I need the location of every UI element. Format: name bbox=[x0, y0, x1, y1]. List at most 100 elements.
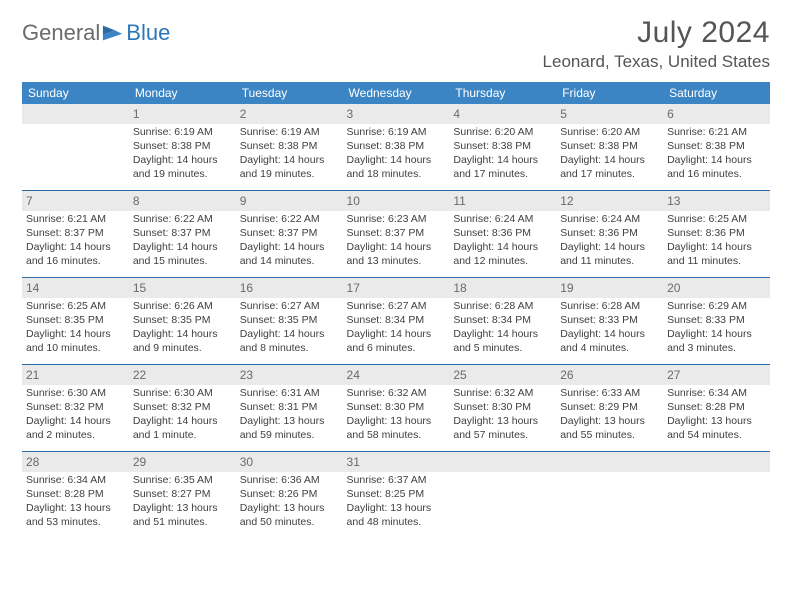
day-number-cell: 13 bbox=[663, 191, 770, 212]
day-info-line: and 17 minutes. bbox=[560, 168, 659, 182]
week-content-row: Sunrise: 6:25 AMSunset: 8:35 PMDaylight:… bbox=[22, 298, 770, 364]
day-number-cell: 26 bbox=[556, 365, 663, 386]
week-daynum-row: 14151617181920 bbox=[22, 278, 770, 299]
day-content-cell: Sunrise: 6:30 AMSunset: 8:32 PMDaylight:… bbox=[22, 385, 129, 451]
day-info-line: Daylight: 13 hours bbox=[667, 415, 766, 429]
day-info-line: Sunset: 8:29 PM bbox=[560, 401, 659, 415]
week-content-row: Sunrise: 6:21 AMSunset: 8:37 PMDaylight:… bbox=[22, 211, 770, 277]
day-info-line: Daylight: 13 hours bbox=[560, 415, 659, 429]
day-info-line: Daylight: 14 hours bbox=[667, 154, 766, 168]
day-info-line: Daylight: 13 hours bbox=[347, 415, 446, 429]
day-info-line: and 13 minutes. bbox=[347, 255, 446, 269]
day-info-line: Sunset: 8:34 PM bbox=[453, 314, 552, 328]
day-info-line: Daylight: 14 hours bbox=[347, 328, 446, 342]
day-info-line: and 8 minutes. bbox=[240, 342, 339, 356]
header: General Blue July 2024 Leonard, Texas, U… bbox=[22, 16, 770, 72]
day-info-line: Daylight: 14 hours bbox=[453, 328, 552, 342]
day-content-cell: Sunrise: 6:34 AMSunset: 8:28 PMDaylight:… bbox=[22, 472, 129, 538]
day-info-line: Sunset: 8:27 PM bbox=[133, 488, 232, 502]
logo-flag-icon bbox=[102, 24, 124, 42]
day-info-line: Sunrise: 6:31 AM bbox=[240, 387, 339, 401]
day-header: Thursday bbox=[449, 82, 556, 104]
day-number-cell: 4 bbox=[449, 104, 556, 124]
day-number-cell bbox=[449, 452, 556, 473]
week-daynum-row: 78910111213 bbox=[22, 191, 770, 212]
day-info-line: Daylight: 13 hours bbox=[26, 502, 125, 516]
day-info-line: Sunset: 8:38 PM bbox=[240, 140, 339, 154]
day-info-line: Daylight: 14 hours bbox=[240, 241, 339, 255]
day-content-cell: Sunrise: 6:25 AMSunset: 8:35 PMDaylight:… bbox=[22, 298, 129, 364]
day-info-line: Daylight: 14 hours bbox=[560, 241, 659, 255]
day-content-cell: Sunrise: 6:31 AMSunset: 8:31 PMDaylight:… bbox=[236, 385, 343, 451]
day-info-line: Sunset: 8:32 PM bbox=[26, 401, 125, 415]
day-info-line: Sunrise: 6:22 AM bbox=[133, 213, 232, 227]
day-content-cell bbox=[22, 124, 129, 190]
day-content-cell: Sunrise: 6:32 AMSunset: 8:30 PMDaylight:… bbox=[449, 385, 556, 451]
day-content-cell: Sunrise: 6:20 AMSunset: 8:38 PMDaylight:… bbox=[556, 124, 663, 190]
day-content-cell: Sunrise: 6:26 AMSunset: 8:35 PMDaylight:… bbox=[129, 298, 236, 364]
title-block: July 2024 Leonard, Texas, United States bbox=[543, 16, 770, 72]
day-info-line: and 17 minutes. bbox=[453, 168, 552, 182]
day-info-line: and 16 minutes. bbox=[667, 168, 766, 182]
day-content-cell: Sunrise: 6:22 AMSunset: 8:37 PMDaylight:… bbox=[129, 211, 236, 277]
day-header-row: Sunday Monday Tuesday Wednesday Thursday… bbox=[22, 82, 770, 104]
day-number-cell: 31 bbox=[343, 452, 450, 473]
day-content-cell: Sunrise: 6:24 AMSunset: 8:36 PMDaylight:… bbox=[556, 211, 663, 277]
day-info-line: Sunset: 8:31 PM bbox=[240, 401, 339, 415]
day-info-line: and 59 minutes. bbox=[240, 429, 339, 443]
day-header: Friday bbox=[556, 82, 663, 104]
day-info-line: and 51 minutes. bbox=[133, 516, 232, 530]
day-number-cell: 11 bbox=[449, 191, 556, 212]
day-info-line: Sunset: 8:36 PM bbox=[453, 227, 552, 241]
logo-text-general: General bbox=[22, 20, 100, 46]
day-number-cell: 20 bbox=[663, 278, 770, 299]
day-header: Monday bbox=[129, 82, 236, 104]
day-content-cell bbox=[556, 472, 663, 538]
day-info-line: and 4 minutes. bbox=[560, 342, 659, 356]
week-daynum-row: 28293031 bbox=[22, 452, 770, 473]
day-number-cell: 17 bbox=[343, 278, 450, 299]
day-number-cell: 1 bbox=[129, 104, 236, 124]
day-content-cell: Sunrise: 6:27 AMSunset: 8:34 PMDaylight:… bbox=[343, 298, 450, 364]
day-content-cell: Sunrise: 6:19 AMSunset: 8:38 PMDaylight:… bbox=[129, 124, 236, 190]
day-info-line: Sunrise: 6:27 AM bbox=[347, 300, 446, 314]
day-info-line: Sunset: 8:38 PM bbox=[667, 140, 766, 154]
day-content-cell: Sunrise: 6:23 AMSunset: 8:37 PMDaylight:… bbox=[343, 211, 450, 277]
day-info-line: and 3 minutes. bbox=[667, 342, 766, 356]
day-info-line: and 11 minutes. bbox=[560, 255, 659, 269]
day-number-cell: 15 bbox=[129, 278, 236, 299]
calendar-table: Sunday Monday Tuesday Wednesday Thursday… bbox=[22, 82, 770, 538]
day-info-line: Sunrise: 6:28 AM bbox=[560, 300, 659, 314]
day-header: Sunday bbox=[22, 82, 129, 104]
day-content-cell: Sunrise: 6:37 AMSunset: 8:25 PMDaylight:… bbox=[343, 472, 450, 538]
day-info-line: Sunset: 8:38 PM bbox=[453, 140, 552, 154]
day-info-line: Sunset: 8:38 PM bbox=[133, 140, 232, 154]
day-info-line: and 5 minutes. bbox=[453, 342, 552, 356]
day-info-line: and 57 minutes. bbox=[453, 429, 552, 443]
day-number-cell: 16 bbox=[236, 278, 343, 299]
logo: General Blue bbox=[22, 20, 170, 46]
day-info-line: Sunrise: 6:34 AM bbox=[26, 474, 125, 488]
day-number-cell bbox=[663, 452, 770, 473]
day-info-line: Sunset: 8:36 PM bbox=[667, 227, 766, 241]
day-number-cell: 30 bbox=[236, 452, 343, 473]
day-info-line: Sunrise: 6:28 AM bbox=[453, 300, 552, 314]
day-info-line: Sunrise: 6:36 AM bbox=[240, 474, 339, 488]
day-header: Saturday bbox=[663, 82, 770, 104]
day-info-line: Daylight: 13 hours bbox=[240, 415, 339, 429]
day-content-cell: Sunrise: 6:24 AMSunset: 8:36 PMDaylight:… bbox=[449, 211, 556, 277]
day-info-line: Daylight: 14 hours bbox=[133, 415, 232, 429]
day-info-line: and 9 minutes. bbox=[133, 342, 232, 356]
day-info-line: and 2 minutes. bbox=[26, 429, 125, 443]
day-content-cell: Sunrise: 6:35 AMSunset: 8:27 PMDaylight:… bbox=[129, 472, 236, 538]
day-info-line: and 12 minutes. bbox=[453, 255, 552, 269]
day-content-cell: Sunrise: 6:30 AMSunset: 8:32 PMDaylight:… bbox=[129, 385, 236, 451]
day-number-cell: 14 bbox=[22, 278, 129, 299]
week-content-row: Sunrise: 6:34 AMSunset: 8:28 PMDaylight:… bbox=[22, 472, 770, 538]
day-content-cell: Sunrise: 6:33 AMSunset: 8:29 PMDaylight:… bbox=[556, 385, 663, 451]
day-info-line: Daylight: 14 hours bbox=[240, 328, 339, 342]
day-info-line: Sunset: 8:28 PM bbox=[26, 488, 125, 502]
day-content-cell: Sunrise: 6:20 AMSunset: 8:38 PMDaylight:… bbox=[449, 124, 556, 190]
day-number-cell: 22 bbox=[129, 365, 236, 386]
day-info-line: Sunset: 8:35 PM bbox=[26, 314, 125, 328]
